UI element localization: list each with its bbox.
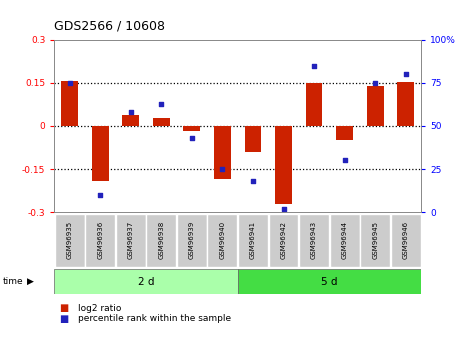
Text: ■: ■ [59, 304, 69, 313]
Text: log2 ratio: log2 ratio [78, 304, 122, 313]
Text: ■: ■ [59, 314, 69, 324]
Text: GDS2566 / 10608: GDS2566 / 10608 [54, 20, 166, 33]
Point [341, 158, 349, 163]
Point [219, 166, 226, 172]
Text: 2 d: 2 d [138, 277, 154, 286]
Bar [123, 115, 139, 126]
Bar [367, 86, 384, 126]
Text: GSM96946: GSM96946 [403, 220, 409, 259]
Text: time: time [2, 277, 23, 286]
Bar [238, 214, 268, 267]
Point [188, 135, 196, 141]
Bar [85, 214, 115, 267]
Bar [237, 269, 421, 294]
Bar [299, 214, 329, 267]
Bar [391, 214, 420, 267]
Text: ▶: ▶ [27, 277, 34, 286]
Bar [92, 126, 109, 180]
Bar [61, 81, 78, 126]
Text: 5 d: 5 d [321, 277, 338, 286]
Bar [146, 214, 176, 267]
Text: GSM96936: GSM96936 [97, 220, 103, 259]
Text: GSM96939: GSM96939 [189, 220, 195, 259]
Point [280, 206, 287, 211]
Point [96, 192, 104, 198]
Text: GSM96937: GSM96937 [128, 220, 134, 259]
Bar [245, 126, 262, 152]
Point [158, 101, 165, 106]
Bar [214, 126, 231, 179]
Bar [269, 214, 298, 267]
Bar [397, 82, 414, 126]
Text: GSM96940: GSM96940 [219, 220, 226, 259]
Bar [177, 214, 207, 267]
Bar [54, 269, 237, 294]
Point [310, 63, 318, 68]
Point [402, 71, 410, 77]
Point [66, 80, 73, 86]
Bar [208, 214, 237, 267]
Text: percentile rank within the sample: percentile rank within the sample [78, 314, 231, 323]
Text: GSM96941: GSM96941 [250, 220, 256, 259]
Bar [153, 118, 170, 126]
Text: GSM96944: GSM96944 [342, 220, 348, 258]
Point [127, 109, 134, 115]
Bar [275, 126, 292, 204]
Text: GSM96938: GSM96938 [158, 220, 164, 259]
Text: GSM96942: GSM96942 [280, 220, 287, 258]
Bar [306, 83, 323, 126]
Text: GSM96945: GSM96945 [372, 220, 378, 258]
Text: GSM96935: GSM96935 [67, 220, 73, 259]
Bar [116, 214, 146, 267]
Bar [336, 126, 353, 140]
Bar [330, 214, 359, 267]
Text: GSM96943: GSM96943 [311, 220, 317, 259]
Point [371, 80, 379, 86]
Bar [184, 126, 200, 131]
Point [249, 178, 257, 184]
Bar [55, 214, 85, 267]
Bar [360, 214, 390, 267]
